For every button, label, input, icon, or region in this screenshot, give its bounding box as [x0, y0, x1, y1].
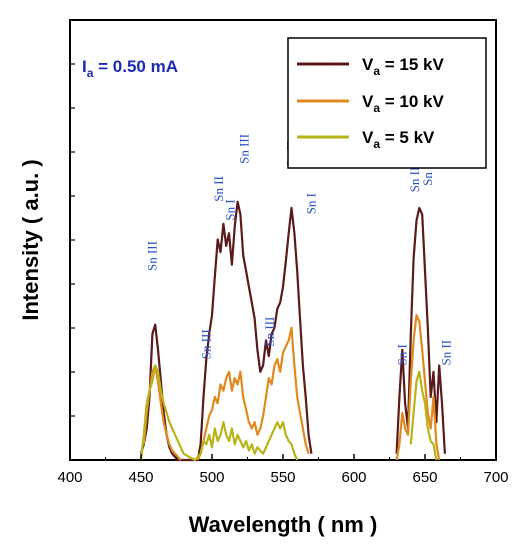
peak-annotation-7: Sn I	[303, 193, 318, 214]
peak-annotation-8: Sn I	[394, 344, 409, 365]
x-tick-label-450: 450	[128, 469, 153, 486]
peak-annotation-0: Sn III	[144, 241, 159, 271]
legend-label-15kv: Va = 15 kV	[362, 55, 444, 78]
x-axis-ticks: 400 450 500 550 600 650 700	[57, 454, 509, 486]
x-tick-label-400: 400	[57, 469, 82, 486]
series-0	[139, 200, 446, 462]
x-tick-label-650: 650	[412, 469, 437, 486]
peak-annotation-9: Sn II	[407, 167, 422, 193]
legend-label-15kv-rest: = 15 kV	[380, 55, 444, 74]
peak-annotation-11: Sn II	[438, 340, 453, 366]
condition-label-rest: = 0.50 mA	[93, 57, 178, 76]
peak-annotation-1: Sn III	[198, 329, 213, 359]
legend-label-10kv-rest: = 10 kV	[380, 92, 444, 111]
series-line-1	[142, 314, 441, 461]
data-series-layer	[139, 200, 446, 462]
x-tick-label-550: 550	[270, 469, 295, 486]
y-axis-ticks	[70, 63, 75, 417]
legend-label-10kv-main: V	[362, 92, 374, 111]
x-axis-title: Wavelength ( nm )	[189, 512, 378, 537]
y-axis-title: Intensity ( a.u. )	[18, 159, 43, 320]
series-2	[139, 364, 438, 462]
legend-label-10kv: Va = 10 kV	[362, 92, 444, 115]
legend-label-5kv-main: V	[362, 128, 374, 147]
x-tick-label-500: 500	[199, 469, 224, 486]
legend: Va = 15 kV Va = 10 kV Va = 5 kV	[287, 37, 487, 169]
series-line-0	[139, 200, 446, 462]
condition-label-main: I	[82, 57, 87, 76]
peak-annotation-3: Sn I	[223, 199, 238, 220]
x-tick-label-700: 700	[483, 469, 508, 486]
legend-label-10kv-sub: a	[373, 101, 380, 115]
legend-label-5kv-rest: = 5 kV	[380, 128, 435, 147]
condition-label-sub: a	[87, 66, 94, 80]
legend-label-5kv: Va = 5 kV	[362, 128, 435, 151]
legend-label-15kv-main: V	[362, 55, 374, 74]
condition-label: Ia = 0.50 mA	[82, 57, 178, 80]
peak-annotation-2: Sn II	[211, 176, 226, 202]
legend-box	[287, 37, 487, 169]
legend-label-5kv-sub: a	[373, 137, 380, 151]
legend-label-15kv-sub: a	[373, 64, 380, 78]
series-line-2	[139, 364, 438, 462]
series-1	[142, 314, 441, 461]
peak-annotation-4: Sn III	[237, 134, 252, 164]
x-tick-label-600: 600	[341, 469, 366, 486]
peak-annotation-5: Sn III	[262, 317, 277, 347]
